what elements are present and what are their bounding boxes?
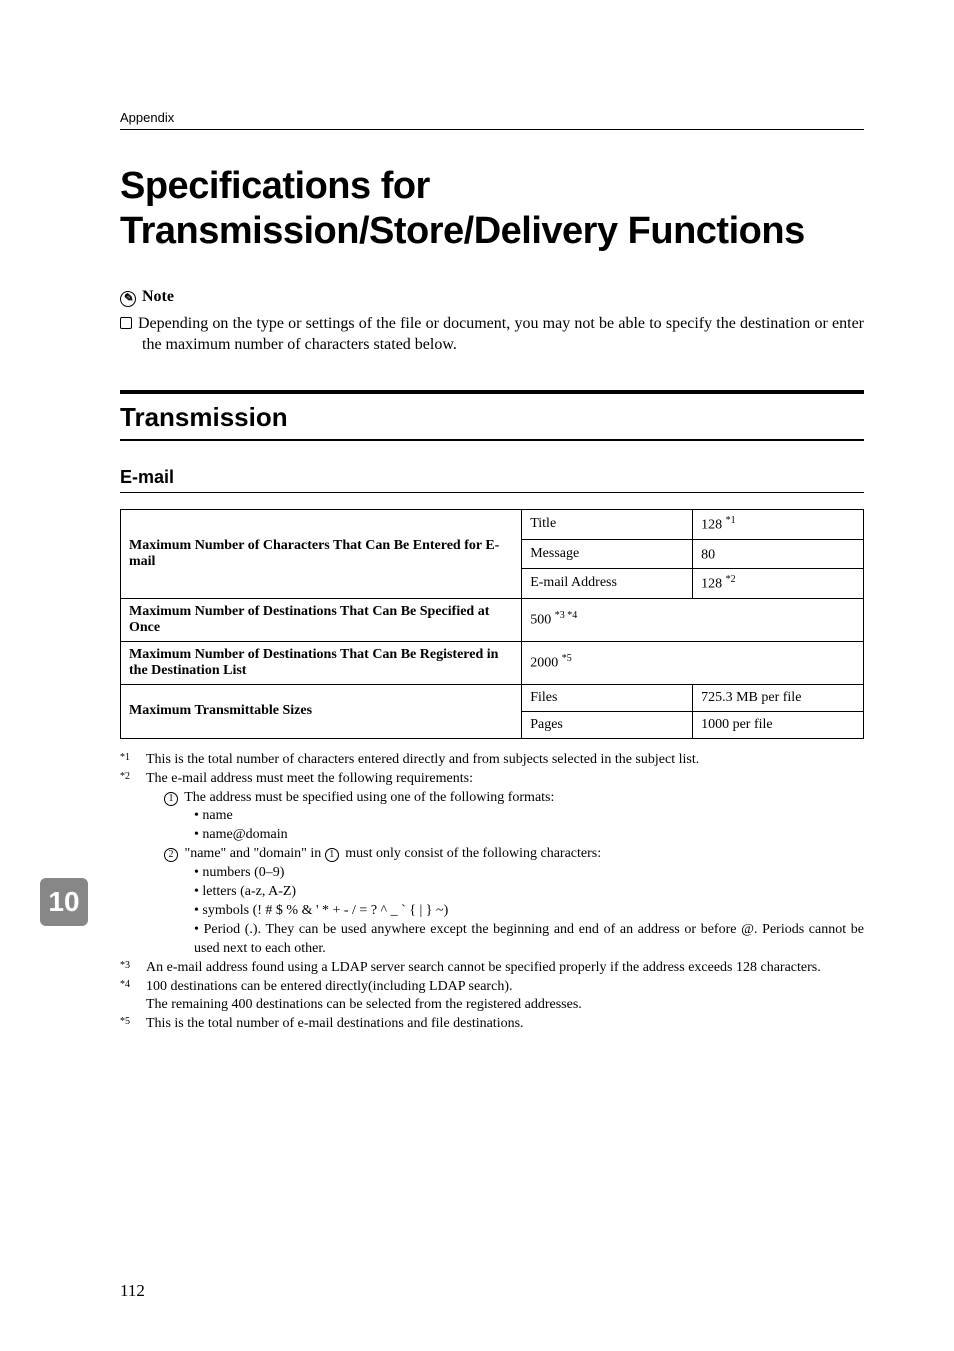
row-head: Maximum Number of Destinations That Can …	[121, 598, 522, 641]
list-item: symbols (! # $ % & ' * + - / = ? ^ _ ` {…	[194, 902, 864, 921]
cell-key: E-mail Address	[522, 569, 693, 599]
cell-val: 80	[693, 539, 864, 569]
row-head: Maximum Number of Destinations That Can …	[121, 641, 522, 684]
footnote: *3 An e-mail address found using a LDAP …	[120, 959, 864, 978]
circled-number-icon: 2	[164, 848, 178, 862]
footnote: *1 This is the total number of character…	[120, 751, 864, 770]
footnote-marker: *2	[120, 770, 130, 784]
footnote-text: This is the total number of e-mail desti…	[146, 1016, 524, 1031]
table-row: Maximum Number of Destinations That Can …	[121, 641, 864, 684]
cell-val: 500 *3 *4	[522, 598, 864, 641]
spec-table: Maximum Number of Characters That Can Be…	[120, 509, 864, 739]
row-head: Maximum Number of Characters That Can Be…	[121, 509, 522, 598]
note-text: Depending on the type or settings of the…	[138, 315, 864, 354]
note-heading: ✎ Note	[120, 288, 864, 307]
footnote-marker: *3	[120, 959, 130, 973]
list-text: The address must be specified using one …	[184, 790, 554, 805]
cell-val: 1000 per file	[693, 711, 864, 738]
bullet-list: numbers (0–9) letters (a-z, A-Z) symbols…	[164, 864, 864, 958]
row-head: Maximum Transmittable Sizes	[121, 684, 522, 738]
square-bullet-icon	[120, 317, 132, 329]
circled-number-icon: 1	[325, 848, 339, 862]
page-title: Specifications for Transmission/Store/De…	[120, 164, 864, 254]
footnote-sublist: 1 The address must be specified using on…	[146, 789, 864, 959]
footnote-marker: *4	[120, 978, 130, 992]
page-number: 112	[120, 1281, 145, 1301]
note-label-text: Note	[142, 288, 174, 305]
footnote: *4 100 destinations can be entered direc…	[120, 978, 864, 1016]
list-item: 1 The address must be specified using on…	[164, 789, 864, 846]
section-title: Transmission	[120, 390, 864, 441]
footnote-text: An e-mail address found using a LDAP ser…	[146, 960, 821, 975]
note-body: Depending on the type or settings of the…	[120, 313, 864, 356]
list-item: Period (.). They can be used anywhere ex…	[194, 921, 864, 959]
list-item: name@domain	[194, 826, 864, 845]
list-item: 2 "name" and "domain" in 1 must only con…	[164, 845, 864, 958]
footnote-text: 100 destinations can be entered directly…	[146, 979, 512, 994]
subsection-title: E-mail	[120, 467, 864, 493]
list-item: name	[194, 807, 864, 826]
cell-key: Title	[522, 509, 693, 539]
footnote-text: The remaining 400 destinations can be se…	[146, 997, 582, 1012]
cell-val: 2000 *5	[522, 641, 864, 684]
footnotes: *1 This is the total number of character…	[120, 751, 864, 1034]
running-header: Appendix	[120, 110, 864, 130]
circled-number-icon: 1	[164, 792, 178, 806]
cell-val: 725.3 MB per file	[693, 684, 864, 711]
cell-key: Message	[522, 539, 693, 569]
footnote-text: This is the total number of characters e…	[146, 752, 699, 767]
footnote: *5 This is the total number of e-mail de…	[120, 1015, 864, 1034]
footnote-marker: *1	[120, 751, 130, 765]
table-row: Maximum Number of Characters That Can Be…	[121, 509, 864, 539]
bullet-list: name name@domain	[164, 807, 864, 845]
footnote-text: The e-mail address must meet the followi…	[146, 771, 473, 786]
table-row: Maximum Transmittable Sizes Files 725.3 …	[121, 684, 864, 711]
table-row: Maximum Number of Destinations That Can …	[121, 598, 864, 641]
list-item: numbers (0–9)	[194, 864, 864, 883]
list-item: letters (a-z, A-Z)	[194, 883, 864, 902]
pencil-icon: ✎	[119, 289, 138, 308]
list-text: "name" and "domain" in	[185, 846, 325, 861]
cell-key: Files	[522, 684, 693, 711]
cell-val: 128 *1	[693, 509, 864, 539]
footnote: *2 The e-mail address must meet the foll…	[120, 770, 864, 959]
cell-key: Pages	[522, 711, 693, 738]
footnote-marker: *5	[120, 1015, 130, 1029]
cell-val: 128 *2	[693, 569, 864, 599]
chapter-tab: 10	[40, 878, 88, 926]
list-text: must only consist of the following chara…	[342, 846, 601, 861]
